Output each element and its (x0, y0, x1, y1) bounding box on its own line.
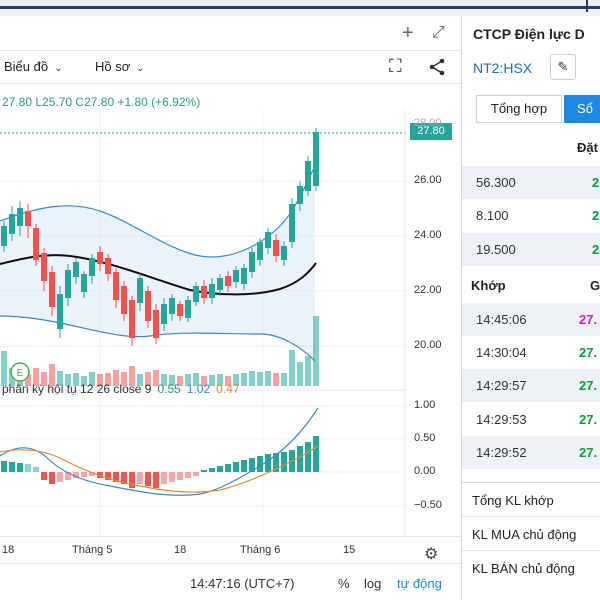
profile-menu-label: Hồ sơ (95, 59, 131, 74)
clock-readout: 14:47:16 (UTC+7) (190, 576, 295, 591)
pencil-icon[interactable]: ✎ (550, 54, 576, 80)
summary-divider (462, 516, 600, 517)
macd-tick: 0.00 (414, 465, 436, 477)
earnings-marker-label: E (17, 368, 24, 379)
order-price: 2 (592, 242, 600, 257)
chart-panel: + ⤢ Biểu đồ ⌄ Hồ sơ ⌄ ⛶ 27.80 L25.70 C27.8… (0, 16, 461, 600)
percent-scale-button[interactable]: % (338, 576, 350, 591)
macd-tick: 0.50 (414, 432, 436, 444)
trade-time: 14:30:04 (476, 345, 527, 360)
expand-icon[interactable]: ⤢ (432, 24, 445, 41)
ohlc-close: C27.80 (75, 95, 115, 109)
macd-tick: −0.50 (414, 499, 442, 511)
macd-label: phân kỳ hội tụ 12 26 close 9 (2, 382, 152, 396)
order-header: Đặt (577, 140, 598, 155)
order-volume: 8.100 (476, 208, 509, 223)
trade-row: 14:29:53 27. (462, 403, 600, 436)
trade-time: 14:29:52 (476, 445, 527, 460)
order-volume: 56.300 (476, 175, 516, 190)
macd-signal-value: 0.47 (216, 382, 240, 396)
trades-header: Khớp (471, 278, 506, 293)
chart-menu-button[interactable]: Biểu đồ ⌄ (4, 59, 62, 74)
ticker-symbol[interactable]: NT2:HSX (473, 60, 533, 76)
macd-legend: phân kỳ hội tụ 12 26 close 9 0.55 1.02 0.47 (2, 382, 240, 396)
profile-menu-button[interactable]: Hồ sơ ⌄ (95, 59, 145, 74)
trade-row: 14:45:06 27. (462, 303, 600, 336)
log-scale-button[interactable]: log (364, 576, 382, 591)
trade-time: 14:45:06 (476, 312, 527, 327)
order-row: 56.300 2 (462, 166, 600, 199)
active-buy-volume-label: KL MUA chủ động (472, 527, 577, 542)
volume-summary: Tổng KL khớp KL MUA chủ động KL BÁN chủ … (462, 482, 600, 585)
trade-time: 14:29:57 (476, 378, 527, 393)
price-tick: 20.00 (414, 339, 442, 351)
price-tick: 24.00 (414, 229, 442, 241)
chart-menu-label: Biểu đồ (4, 59, 49, 74)
time-tick: Tháng 5 (72, 544, 113, 556)
active-sell-volume-label: KL BÁN chủ động (472, 561, 575, 576)
total-matched-volume-label: Tổng KL khớp (472, 493, 554, 508)
trade-row: 14:29:57 27. (462, 369, 600, 402)
trade-price: 27. (579, 312, 598, 327)
tab-order-book[interactable]: Sổ (564, 95, 600, 123)
trade-price: 27. (579, 412, 598, 427)
macd-tick: 1.00 (414, 399, 436, 411)
gear-icon[interactable]: ⚙ (424, 546, 439, 563)
price-tick: 22.00 (414, 284, 442, 296)
price-chart[interactable]: E (0, 110, 461, 536)
order-price: 2 (592, 208, 600, 223)
trade-row: 14:29:52 27. (462, 436, 600, 469)
trade-row: 14:30:04 27. (462, 336, 600, 369)
ohlc-legend: 27.80 L25.70 C27.80 +1.80 (+6.92%) (2, 95, 200, 109)
chevron-down-icon: ⌄ (54, 63, 63, 74)
trade-price: 27. (579, 345, 598, 360)
summary-divider (462, 550, 600, 551)
price-tick-top: 28.00 (414, 117, 442, 129)
chart-toolbar: Biểu đồ ⌄ Hồ sơ ⌄ ⛶ (0, 51, 461, 84)
time-tick: 18 (174, 544, 187, 556)
ohlc-change: +1.80 (+6.92%) (117, 95, 201, 109)
order-row: 8.100 2 (462, 199, 600, 232)
trade-price: 27. (579, 378, 598, 393)
trade-time: 14:29:53 (476, 412, 527, 427)
order-price: 2 (592, 175, 600, 190)
ohlc-low: L25.70 (35, 95, 73, 109)
window-top-corner (586, 0, 588, 12)
macd-value: 1.02 (186, 382, 211, 396)
current-price-tag: 27.80 (410, 123, 452, 140)
order-volume: 19.500 (476, 242, 516, 257)
chevron-down-icon: ⌄ (136, 63, 145, 74)
time-tick: 15 (343, 544, 356, 556)
window-top-border (0, 6, 600, 9)
order-row: 19.500 2 (462, 233, 600, 266)
trades-header-price: G (590, 278, 600, 293)
time-tick: 18 (2, 544, 15, 556)
window-top-bar (0, 0, 600, 16)
macd-hist-value: 0.55 (157, 382, 181, 396)
tab-summary[interactable]: Tổng hợp (476, 95, 562, 123)
auto-scale-button[interactable]: tự động (397, 576, 442, 591)
price-tick: 26.00 (414, 174, 442, 186)
chart-window-controls: + ⤢ (0, 16, 461, 51)
time-axis: 18 Tháng 5 18 Tháng 6 15 ⚙ (0, 536, 461, 563)
time-tick: Tháng 6 (240, 544, 281, 556)
company-name: CTCP Điện lực D (473, 26, 585, 42)
ohlc-close-partial: 27.80 (2, 95, 33, 109)
share-icon[interactable] (428, 58, 446, 76)
chart-bottom-bar: 14:47:16 (UTC+7) % log tự động (0, 563, 461, 601)
fullscreen-icon[interactable]: ⛶ (389, 56, 402, 76)
trade-price: 27. (579, 445, 598, 460)
add-icon[interactable]: + (402, 22, 414, 44)
